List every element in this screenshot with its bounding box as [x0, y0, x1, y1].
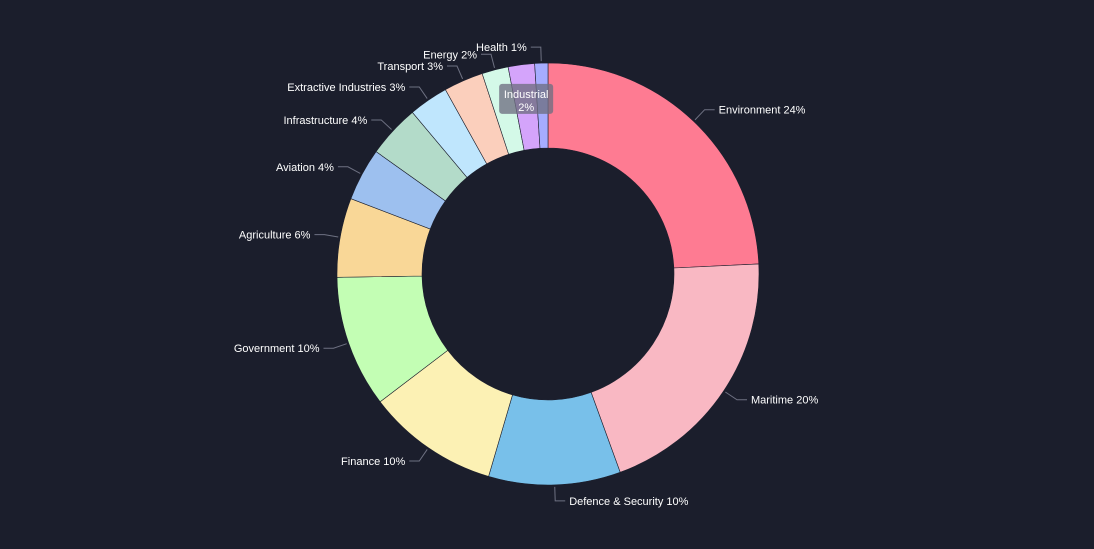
leader-line-aviation	[337, 166, 361, 174]
inside-label-box-industrial	[499, 83, 554, 114]
slice-label-infrastructure: Infrastructure 4%	[283, 115, 367, 127]
slice-label-environment: Environment 24%	[719, 105, 806, 117]
slice-label-extractive-industries: Extractive Industries 3%	[287, 82, 405, 94]
leader-line-extractive-industries	[409, 86, 428, 99]
leader-line-defence-and-security	[554, 486, 566, 502]
inside-label-value-industrial: 2%	[518, 102, 534, 114]
labels-layer: Environment 24% Maritime 20% Defence & Sec…	[234, 42, 819, 508]
leader-line-maritime	[725, 391, 747, 401]
slices-layer	[336, 62, 760, 486]
slice-label-health: Health 1%	[476, 42, 527, 54]
slice-label-agriculture: Agriculture 6%	[239, 230, 311, 242]
leader-line-health	[530, 46, 542, 62]
slice-environment[interactable]	[547, 62, 760, 269]
slice-label-maritime: Maritime 20%	[751, 395, 818, 407]
leader-line-energy	[480, 53, 495, 68]
slice-label-energy: Energy 2%	[423, 49, 477, 61]
leader-line-finance	[409, 449, 428, 462]
slice-label-aviation: Aviation 4%	[276, 162, 334, 174]
slice-label-government: Government 10%	[234, 343, 320, 355]
slice-maritime[interactable]	[590, 263, 760, 473]
slice-label-finance: Finance 10%	[341, 456, 405, 468]
inside-label-name-industrial: Industrial	[504, 89, 549, 101]
leader-line-environment	[694, 109, 715, 121]
leader-line-government	[323, 343, 347, 349]
leader-line-infrastructure	[371, 119, 392, 130]
slice-label-defence-and-security: Defence & Security 10%	[569, 496, 688, 508]
leader-line-agriculture	[314, 234, 339, 238]
leader-line-transport	[446, 65, 464, 80]
slice-label-transport: Transport 3%	[377, 61, 443, 73]
